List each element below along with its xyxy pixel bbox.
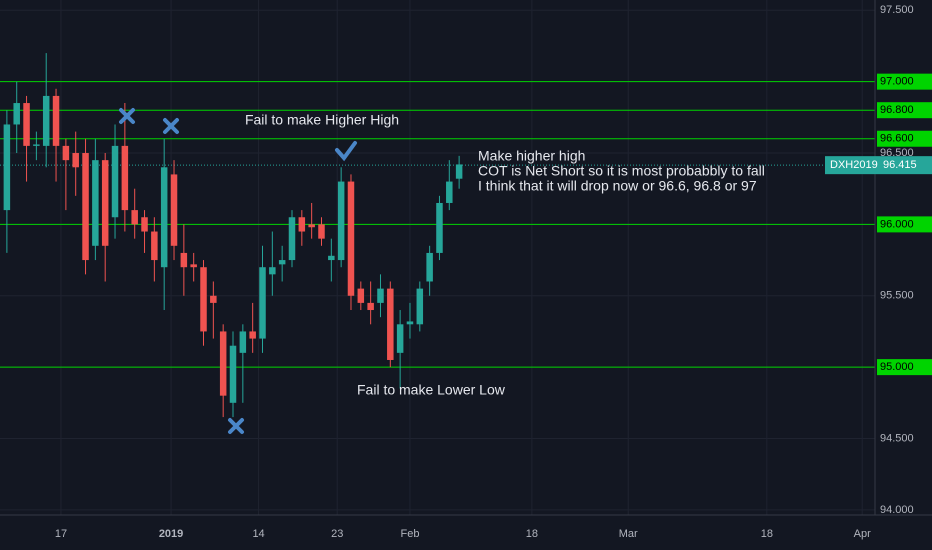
candle-body: [62, 145, 70, 161]
candle-body: [23, 103, 30, 146]
candle-body: [416, 288, 424, 325]
x-tick-label: 14: [252, 528, 264, 540]
candle-body: [92, 160, 99, 246]
annotation: Make higher high: [478, 148, 585, 164]
candle-body: [328, 255, 335, 261]
level-label: 95.000: [880, 361, 914, 373]
y-tick-label: 95.500: [880, 290, 914, 302]
candle-body: [13, 103, 20, 125]
candle-body: [337, 181, 345, 261]
x-tick-label: 23: [331, 528, 343, 540]
candle-body: [160, 167, 168, 268]
symbol-label: DXH2019: [830, 159, 878, 171]
candle-body: [249, 331, 256, 339]
candle-body: [52, 95, 60, 146]
level-label-box: [877, 216, 932, 233]
candle-body: [308, 224, 315, 228]
candle-body: [121, 145, 129, 211]
x-tick-label: Mar: [619, 528, 638, 540]
candle-body: [446, 181, 453, 203]
level-label-box: [877, 359, 932, 376]
candle-body: [259, 267, 266, 339]
y-tick-label: 96.500: [880, 147, 914, 159]
candle-body: [3, 124, 11, 211]
candle-body: [111, 145, 119, 218]
candle-body: [377, 288, 384, 303]
level-label-box: [877, 73, 932, 90]
x-tick-label: 18: [761, 528, 773, 540]
last-price-label: 96.415: [883, 159, 917, 171]
level-label: 96.800: [880, 104, 914, 116]
candle-body: [298, 217, 306, 232]
axes: 94.000 94.500 95.000 95.500 96.000 96.500 97.0…: [55, 4, 932, 540]
x-tick-label: 17: [55, 528, 67, 540]
annotation: Fail to make Lower Low: [357, 382, 506, 398]
annotation: COT is Net Short so it is most probabbly…: [478, 163, 765, 179]
candle-body: [406, 321, 414, 325]
candle-body: [357, 288, 365, 303]
annotation: I think that it will drop now or 96.6, 9…: [478, 178, 757, 194]
candle-body: [210, 295, 217, 303]
candle-body: [367, 302, 374, 311]
y-tick-label: 94.000: [880, 504, 914, 516]
y-tick-label: 97.500: [880, 4, 914, 16]
markers: [119, 108, 357, 434]
candle-body: [33, 144, 40, 146]
candle-body: [219, 331, 227, 396]
y-tick-label: 94.500: [880, 432, 914, 444]
candle-body: [131, 210, 138, 225]
candle-body: [387, 288, 394, 360]
candle-body: [396, 324, 404, 353]
candle-body: [141, 217, 148, 232]
candle-body: [426, 252, 433, 282]
candle-body: [229, 345, 237, 403]
candle-body: [42, 95, 50, 146]
x-tick-label: Feb: [400, 528, 419, 540]
candle-body: [72, 153, 79, 168]
check-marker: [335, 141, 357, 162]
candle-body: [82, 153, 89, 261]
annotation: Fail to make Higher High: [245, 112, 399, 128]
candle-body: [180, 252, 188, 268]
candle-body: [151, 231, 158, 261]
x-tick-label: 18: [526, 528, 538, 540]
level-label-box: [877, 102, 932, 119]
level-label: 96.600: [880, 133, 914, 145]
candle-body: [318, 224, 325, 239]
candle-body: [278, 260, 286, 265]
level-label: 97.000: [880, 76, 914, 88]
candle-body: [190, 264, 197, 268]
cross-marker: [228, 418, 244, 434]
candle-body: [455, 164, 463, 179]
candle-body: [200, 267, 207, 332]
cross-marker: [119, 108, 135, 124]
candle-body: [436, 202, 443, 253]
level-label: 96.000: [880, 218, 914, 230]
candles: [3, 53, 463, 418]
last-price-box: [825, 156, 932, 175]
candle-body: [239, 331, 247, 353]
candle-body: [170, 174, 178, 246]
level-label-box: [877, 130, 932, 147]
candle-body: [288, 217, 296, 261]
x-tick-label: 2019: [159, 528, 183, 540]
candle-body: [347, 181, 355, 296]
candle-body: [269, 267, 276, 275]
x-tick-label: Apr: [854, 528, 871, 540]
candle-body: [101, 160, 109, 246]
cross-marker: [163, 118, 179, 134]
